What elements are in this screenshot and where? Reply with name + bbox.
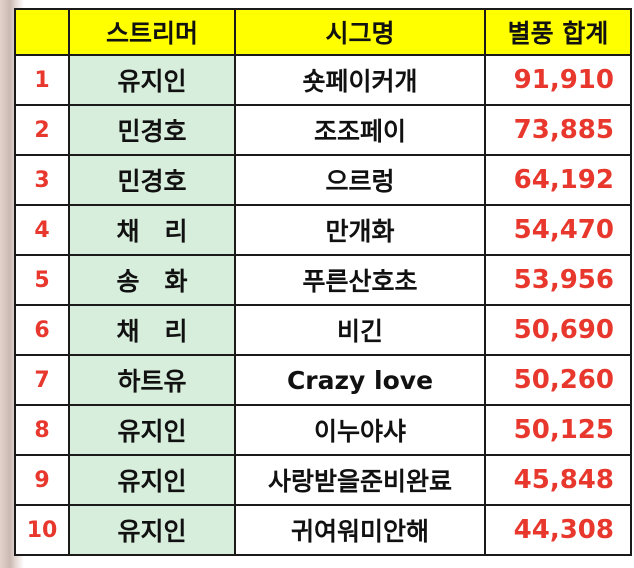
rank-cell: 10 xyxy=(14,504,70,556)
table-row: 8 유지인 이누야샤 50,125 xyxy=(14,404,632,456)
rank-cell: 5 xyxy=(14,254,70,306)
streamer-cell: 유지인 xyxy=(68,454,236,506)
table-row: 6 채 리 비긴 50,690 xyxy=(14,304,632,356)
table-row: 1 유지인 숏페이커개 91,910 xyxy=(14,54,632,106)
signature-cell: 조조페이 xyxy=(234,104,486,156)
signature-cell: 이누야샤 xyxy=(234,404,486,456)
header-row: 스트리머 시그명 별풍 합계 xyxy=(14,8,632,56)
header-rank xyxy=(14,8,70,56)
streamer-cell: 유지인 xyxy=(68,404,236,456)
rank-cell: 6 xyxy=(14,304,70,356)
total-cell: 54,470 xyxy=(484,204,632,256)
signature-cell: 숏페이커개 xyxy=(234,54,486,106)
header-total: 별풍 합계 xyxy=(484,8,632,56)
header-streamer: 스트리머 xyxy=(68,8,236,56)
streamer-cell: 민경호 xyxy=(68,104,236,156)
total-cell: 73,885 xyxy=(484,104,632,156)
signature-cell: 귀여워미안해 xyxy=(234,504,486,556)
signature-cell: Crazy love xyxy=(234,354,486,406)
signature-cell: 으르렁 xyxy=(234,154,486,206)
table-row: 9 유지인 사랑받을준비완료 45,848 xyxy=(14,454,632,506)
table-row: 10 유지인 귀여워미안해 44,308 xyxy=(14,504,632,556)
total-cell: 50,260 xyxy=(484,354,632,406)
streamer-cell: 채 리 xyxy=(68,204,236,256)
total-cell: 50,125 xyxy=(484,404,632,456)
streamer-cell: 하트유 xyxy=(68,354,236,406)
rank-cell: 2 xyxy=(14,104,70,156)
signature-cell: 사랑받을준비완료 xyxy=(234,454,486,506)
streamer-cell: 민경호 xyxy=(68,154,236,206)
total-cell: 50,690 xyxy=(484,304,632,356)
streamer-cell: 채 리 xyxy=(68,304,236,356)
rank-cell: 9 xyxy=(14,454,70,506)
table-row: 7 하트유 Crazy love 50,260 xyxy=(14,354,632,406)
table-row: 4 채 리 만개화 54,470 xyxy=(14,204,632,256)
header-signature: 시그명 xyxy=(234,8,486,56)
signature-cell: 만개화 xyxy=(234,204,486,256)
streamer-cell: 송 화 xyxy=(68,254,236,306)
table-row: 5 송 화 푸른산호초 53,956 xyxy=(14,254,632,306)
streamer-cell: 유지인 xyxy=(68,54,236,106)
signature-cell: 비긴 xyxy=(234,304,486,356)
signature-cell: 푸른산호초 xyxy=(234,254,486,306)
rank-cell: 1 xyxy=(14,54,70,106)
rank-cell: 7 xyxy=(14,354,70,406)
ranking-table: 스트리머 시그명 별풍 합계 1 유지인 숏페이커개 91,910 2 민경호 … xyxy=(14,8,632,556)
rank-cell: 3 xyxy=(14,154,70,206)
streamer-cell: 유지인 xyxy=(68,504,236,556)
total-cell: 44,308 xyxy=(484,504,632,556)
total-cell: 53,956 xyxy=(484,254,632,306)
rank-cell: 8 xyxy=(14,404,70,456)
total-cell: 45,848 xyxy=(484,454,632,506)
rank-cell: 4 xyxy=(14,204,70,256)
table-row: 3 민경호 으르렁 64,192 xyxy=(14,154,632,206)
total-cell: 91,910 xyxy=(484,54,632,106)
total-cell: 64,192 xyxy=(484,154,632,206)
table-row: 2 민경호 조조페이 73,885 xyxy=(14,104,632,156)
